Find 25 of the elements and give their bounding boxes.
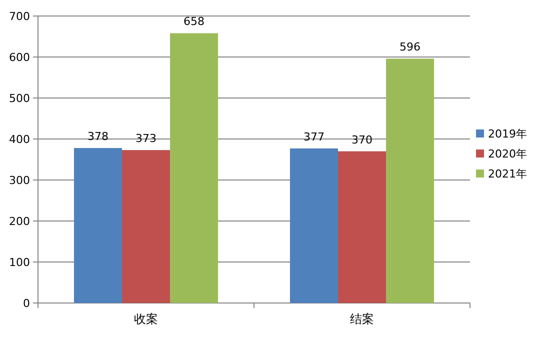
bar (74, 148, 122, 303)
y-tick-label: 600 (9, 51, 30, 64)
data-label: 370 (352, 133, 372, 146)
y-tick-label: 700 (9, 10, 30, 23)
bar (338, 151, 386, 303)
y-tick-label: 100 (9, 256, 30, 269)
bar (122, 150, 170, 303)
legend-label: 2019年 (488, 128, 527, 140)
x-tick-label: 结案 (350, 312, 374, 326)
data-label: 596 (400, 40, 421, 54)
data-label: 377 (303, 130, 324, 144)
bar (290, 148, 338, 303)
y-tick-label: 400 (9, 133, 30, 146)
y-tick-label: 500 (9, 92, 30, 105)
y-tick-label: 300 (9, 174, 30, 187)
y-tick-label: 200 (9, 215, 30, 228)
data-label: 658 (184, 15, 205, 28)
bar (386, 58, 434, 303)
bar (170, 33, 218, 303)
data-label: 378 (87, 130, 108, 144)
y-tick-label: 0 (23, 297, 30, 310)
legend-label: 2021年 (488, 168, 527, 180)
data-label: 373 (136, 132, 156, 146)
legend-label: 2020年 (488, 148, 527, 160)
x-tick-label: 收案 (134, 312, 158, 326)
